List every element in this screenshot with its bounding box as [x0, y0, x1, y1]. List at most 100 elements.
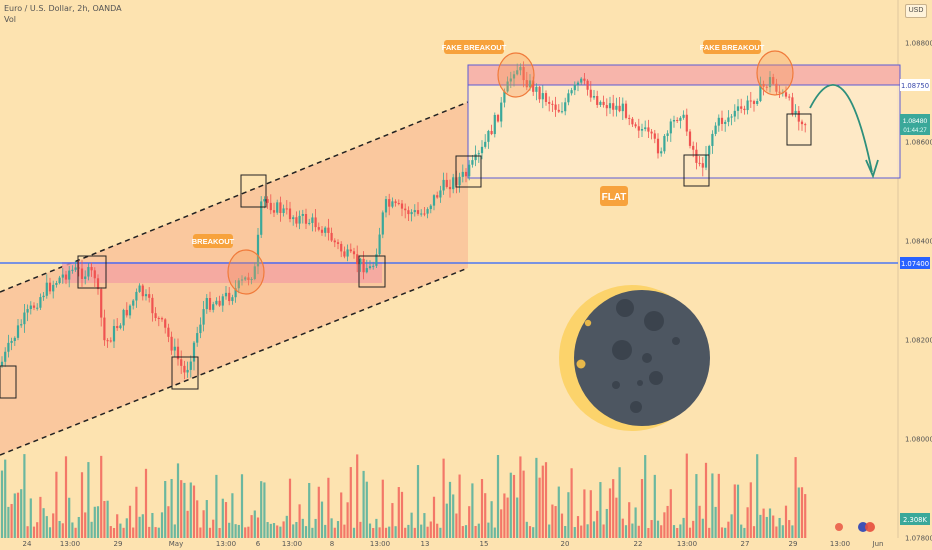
volume-bar [704, 462, 708, 538]
volume-bar [679, 524, 682, 538]
volume-bar [605, 508, 608, 538]
volume-bar [800, 487, 804, 538]
volume-bar [196, 500, 199, 538]
volume-bar [458, 474, 461, 538]
volume-bar [416, 465, 420, 538]
breakout-callout: BREAKOUT [192, 234, 235, 248]
volume-bar [192, 485, 196, 538]
volume-bar [260, 481, 263, 538]
candle-body [791, 97, 794, 115]
candle-body [752, 101, 756, 104]
x-tick-label: 13:00 [282, 540, 302, 548]
moon-crater [630, 401, 642, 413]
candle-body [628, 117, 631, 119]
volume-bar [221, 498, 224, 538]
candle-body [522, 67, 525, 81]
volume-bar [589, 490, 592, 538]
x-tick-label: 22 [634, 540, 643, 548]
volume-bar [71, 522, 74, 538]
volume-bar [541, 465, 544, 538]
volume-bar [359, 521, 362, 538]
volume-bar [509, 472, 512, 538]
volume-bar [765, 516, 768, 538]
volume-bar [797, 487, 800, 538]
candle-body [48, 282, 52, 292]
candle-body [496, 114, 500, 122]
candle-body [583, 78, 586, 81]
volume-bar [756, 454, 759, 538]
volume-bar [567, 492, 570, 538]
volume-bar [631, 523, 634, 538]
candle-body [407, 210, 410, 215]
volume-bar [730, 514, 733, 538]
fake-breakout-callout-1: FAKE BREAKOUT [442, 40, 507, 54]
candle-body [436, 195, 439, 198]
volume-bar [436, 523, 439, 538]
candle-body [669, 121, 672, 134]
volume-bar [324, 524, 327, 538]
volume-bar [740, 524, 743, 538]
support-level-tag: 1.07400 [900, 257, 930, 269]
candle-body [224, 292, 228, 297]
candle-body [525, 80, 528, 88]
volume-bar [45, 516, 48, 538]
volume-bar [231, 493, 234, 538]
volume-bar [448, 481, 452, 538]
candle-body [237, 280, 240, 289]
volume-bar [356, 454, 359, 538]
candle-body [218, 300, 221, 306]
candle-body [256, 234, 260, 267]
volume-bar [576, 516, 580, 538]
volume-bar [733, 484, 736, 538]
candle-body [272, 210, 276, 213]
candle-body [100, 289, 103, 318]
candle-body [618, 105, 621, 112]
volume-bar [442, 458, 445, 538]
candle-body [324, 227, 327, 233]
candle-body [624, 103, 628, 118]
candle-body [756, 100, 759, 104]
candle-body [743, 108, 746, 111]
volume-bar [141, 514, 144, 538]
candle-body [39, 297, 42, 308]
volume-bar [100, 455, 103, 538]
volume-bar [480, 479, 484, 538]
volume-bar [288, 478, 292, 538]
volume-bar [557, 486, 560, 538]
currency-button[interactable]: USD [905, 4, 927, 18]
candle-body [29, 305, 32, 310]
volume-bar [317, 486, 320, 538]
candle-body [208, 298, 212, 310]
candle-body [186, 369, 189, 373]
volume-bar [199, 527, 202, 538]
channel-lower-line [0, 267, 469, 456]
candle-body [762, 83, 765, 87]
candle-body [711, 133, 714, 146]
volume-bar [234, 524, 237, 538]
volume-bar [167, 506, 170, 538]
candle-body [746, 100, 749, 111]
volume-bar [762, 508, 765, 538]
candle-body [730, 116, 733, 118]
volume-bar [84, 512, 87, 538]
volume-bar [612, 479, 615, 538]
volume-bar [512, 474, 516, 538]
volume-bar [292, 524, 295, 538]
volume-bar [308, 482, 311, 538]
candle-body [55, 283, 58, 285]
candle-body [330, 232, 333, 241]
fake-breakout-callout-2-bg [703, 40, 761, 54]
volume-bar [327, 477, 330, 538]
volume-bar [461, 526, 464, 538]
candle-body [45, 282, 48, 296]
volume-bar [160, 512, 164, 538]
candle-body [708, 145, 711, 155]
volume-bar [298, 504, 301, 538]
volume-bar [656, 520, 660, 538]
candle-body [484, 141, 487, 147]
candle-body [413, 210, 416, 213]
candle-body [445, 179, 448, 187]
candle-body [36, 307, 39, 309]
volume-label[interactable]: Vol [4, 15, 16, 24]
